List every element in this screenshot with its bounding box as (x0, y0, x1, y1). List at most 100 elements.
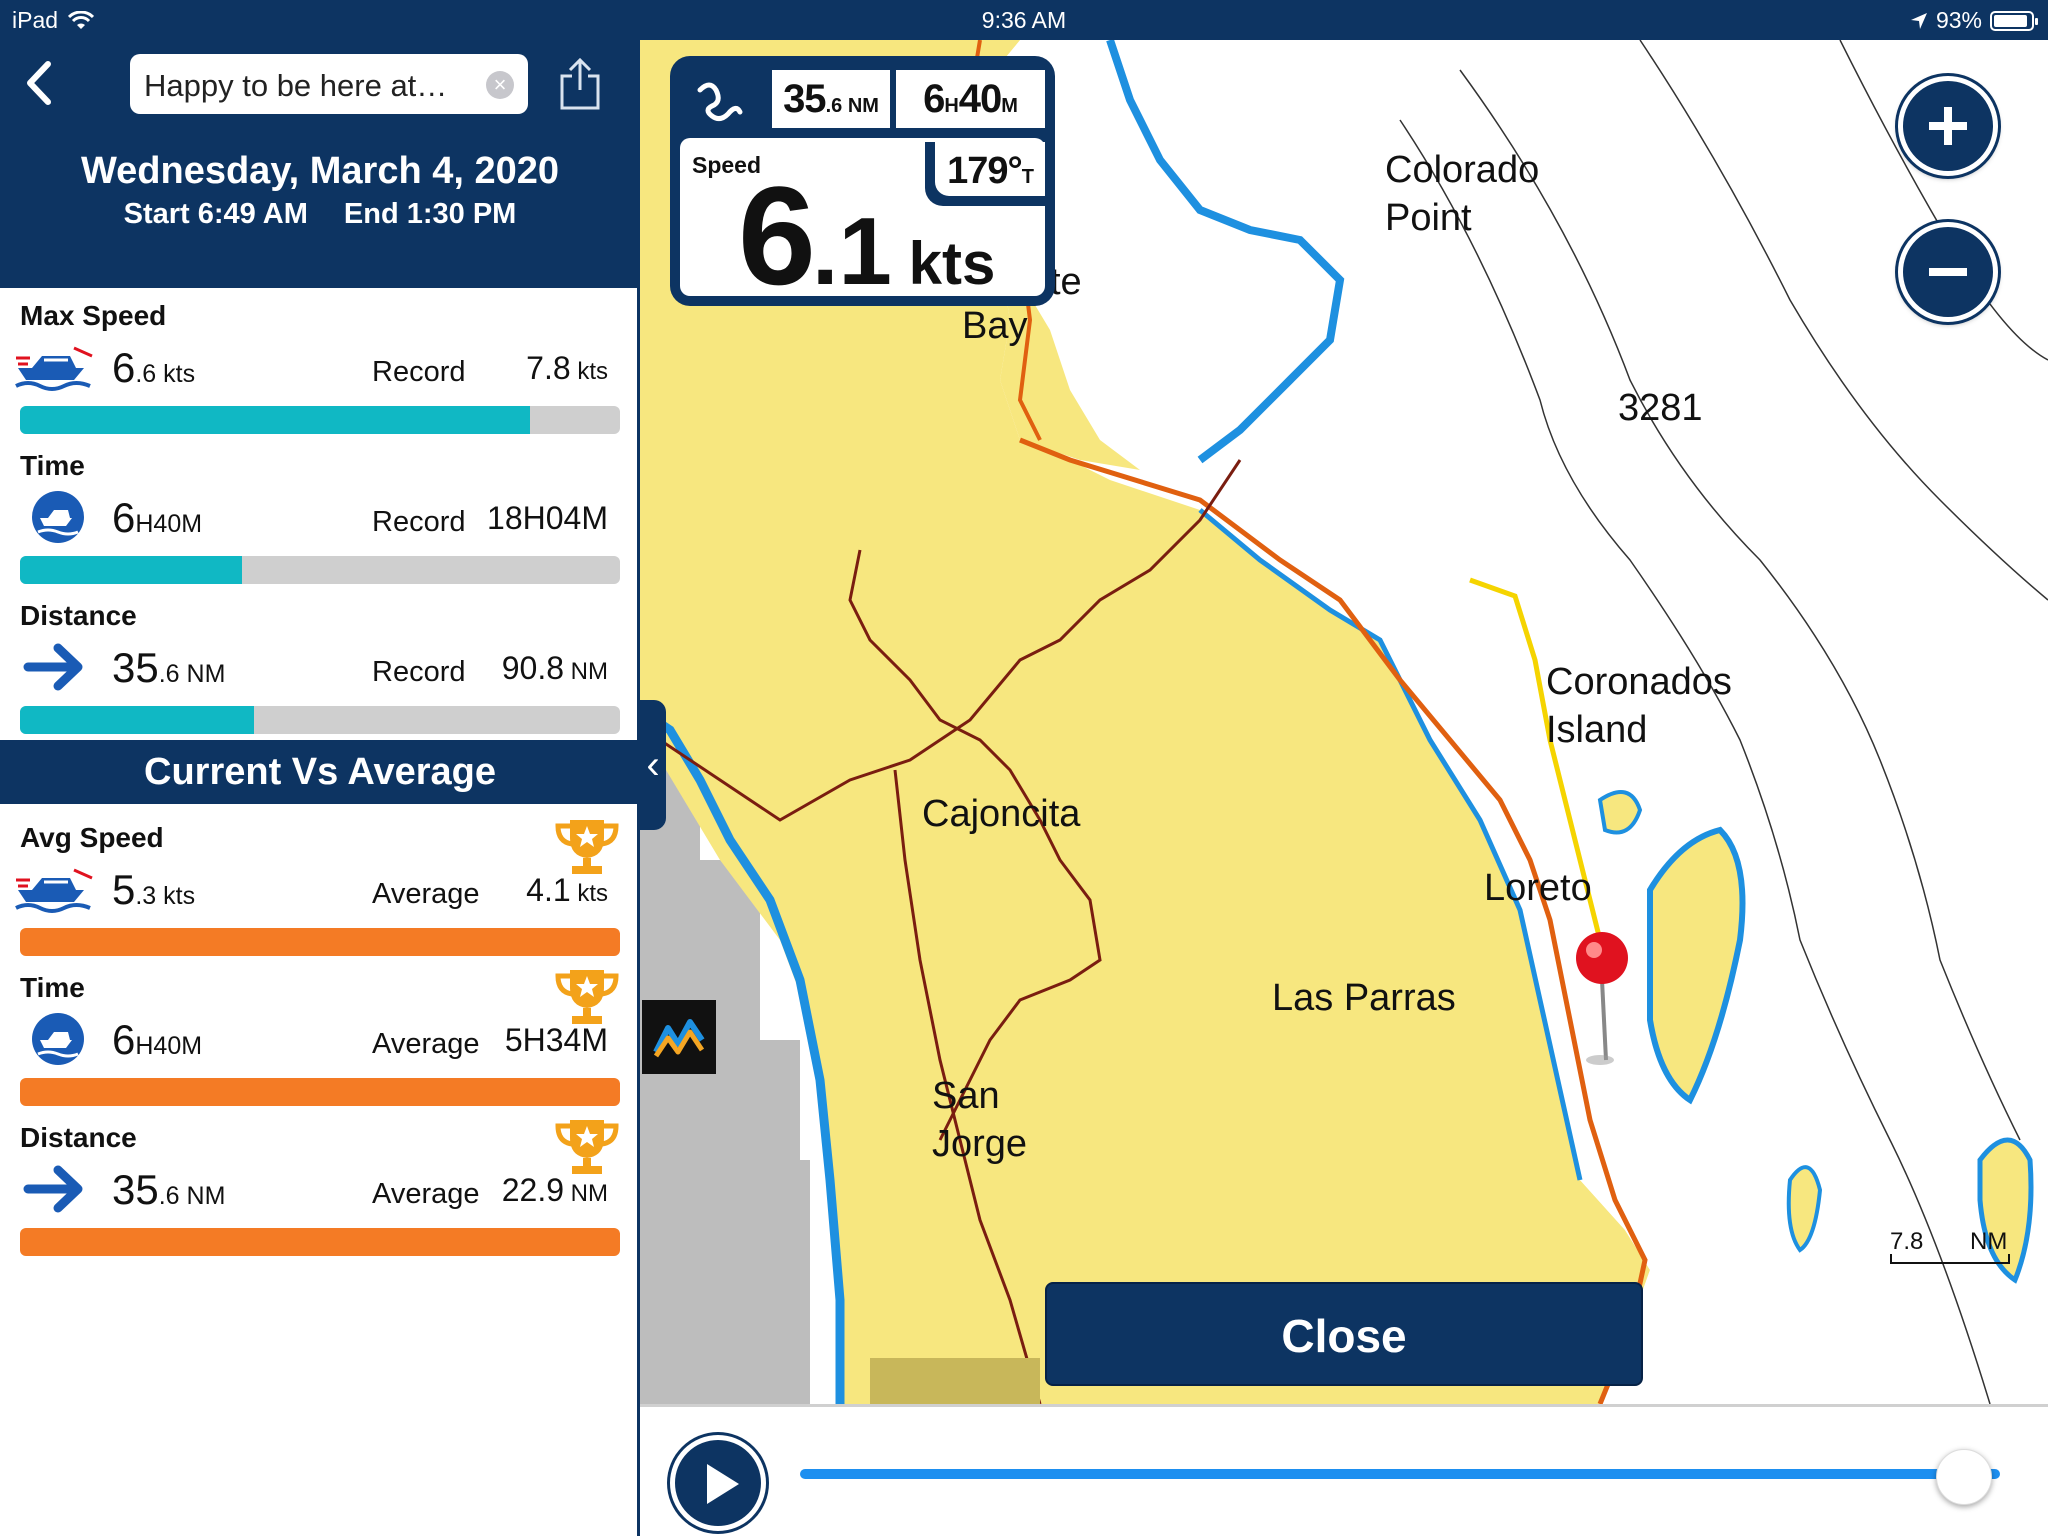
close-button[interactable]: Close (1045, 1282, 1643, 1386)
play-icon (707, 1464, 739, 1504)
stat-stats-1: Time 6H40M Record 18H04M (0, 438, 640, 588)
compare-value: 5H34M (504, 1022, 608, 1058)
playback-slider-thumb[interactable] (1936, 1449, 1992, 1505)
progress-bar (20, 928, 620, 956)
compare-label: Average (372, 1028, 480, 1060)
stat-stats-2: Distance 35.6 NM Record 90.8 NM (0, 588, 640, 738)
clock: 9:36 AM (981, 7, 1067, 33)
boat-speed-icon (14, 338, 98, 396)
stat-avg_stats-1: Time 6H40M Average 5H34M (0, 960, 640, 1110)
battery-icon (1990, 10, 2038, 31)
stat-label: Max Speed (20, 300, 167, 331)
compare-label: Record (372, 506, 466, 538)
minus-icon (1929, 268, 1967, 276)
stat-label: Time (20, 972, 85, 1003)
progress-bar (20, 1228, 620, 1256)
compare-value: 18H04M (487, 500, 608, 536)
stat-value: 5.3 kts (112, 866, 196, 913)
speed-box-distance: 35.6 NM (772, 70, 890, 128)
stat-label: Time (20, 450, 85, 481)
map-canvas (640, 40, 2048, 1404)
progress-bar (20, 1078, 620, 1106)
stat-label: Distance (20, 600, 137, 631)
stat-stats-0: Max Speed 6.6 kts Record 7.8 kts (0, 288, 640, 438)
progress-bar (20, 706, 620, 734)
stat-label: Avg Speed (20, 822, 164, 853)
trip-end-time: End 1:30 PM (343, 198, 517, 230)
trip-start-time: Start 6:49 AM (123, 198, 308, 230)
progress-bar (20, 556, 620, 584)
clear-icon[interactable]: × (486, 71, 514, 99)
stat-value: 35.6 NM (112, 644, 226, 691)
stat-avg_stats-2: Distance 35.6 NM Average 22.9 NM (0, 1110, 640, 1260)
trophy-icon (552, 966, 622, 1028)
scale-unit: NM (1970, 1228, 2008, 1255)
map-label-cajoncita: Cajoncita (922, 793, 1081, 835)
trip-track-icon (697, 82, 743, 122)
boat-clock-icon (14, 1010, 98, 1068)
map-label-point: Point (1385, 197, 1472, 239)
speed-info-box: 35.6 NM 6H40M Speed 179°T 6.1 kts (670, 56, 1055, 306)
speed-label: Speed (692, 152, 762, 178)
map-label-las-parras: Las Parras (1272, 977, 1456, 1019)
trophy-icon (552, 816, 622, 878)
heading-readout: 179°T (925, 142, 1045, 206)
back-chevron-icon[interactable] (20, 58, 60, 108)
trip-summary-panel: Happy to be here at… × Wednesday, March … (0, 40, 640, 1536)
trip-title-field[interactable]: Happy to be here at… × (130, 54, 528, 114)
share-icon[interactable] (556, 56, 604, 112)
stat-value: 6.6 kts (112, 344, 196, 391)
section-title: Current Vs Average (0, 740, 640, 804)
stat-value: 6H40M (112, 1016, 203, 1063)
status-bar: iPad 9:36 AM 93% (0, 0, 2048, 40)
compare-value: 7.8 kts (526, 350, 608, 386)
map-label-san: San (932, 1075, 1000, 1117)
trip-date-block: Wednesday, March 4, 2020 Start 6:49 AM E… (0, 128, 640, 288)
boat-clock-icon (14, 488, 98, 546)
stat-avg_stats-0: Avg Speed 5.3 kts Average 4.1 kts (0, 810, 640, 960)
trip-date: Wednesday, March 4, 2020 (80, 150, 560, 192)
map-label-depth: 3281 (1618, 387, 1703, 429)
wifi-icon (68, 10, 95, 29)
playback-slider-track[interactable] (800, 1469, 2000, 1479)
trip-title-value: Happy to be here at… (144, 68, 448, 103)
map-label-jorge: Jorge (932, 1123, 1028, 1165)
compare-label: Record (372, 356, 466, 388)
map-label-loreto: Loreto (1484, 867, 1592, 909)
nav-bar: Happy to be here at… × (0, 40, 640, 128)
battery-percent: 93% (1935, 7, 1982, 33)
map-label-island: Island (1546, 709, 1648, 751)
drawer-tab[interactable]: ‹ (640, 700, 666, 830)
play-button[interactable] (670, 1435, 766, 1531)
zoom-in-button[interactable] (1898, 76, 1998, 176)
chart-map[interactable]: Colorado Point te Bay 3281 Coronados Isl… (640, 40, 2048, 1404)
trophy-icon (552, 1116, 622, 1178)
speed-box-time: 6H40M (896, 70, 1045, 128)
map-scale: 7.8 NM (1890, 1228, 2010, 1264)
stat-value: 6H40M (112, 494, 203, 541)
compare-value: 90.8 NM (501, 650, 608, 686)
arrow-right-icon (14, 1160, 98, 1218)
chart-graph-icon[interactable] (642, 1000, 716, 1074)
compare-label: Average (372, 878, 480, 910)
scale-value: 7.8 (1890, 1228, 1924, 1255)
arrow-right-icon (14, 638, 98, 696)
compare-value: 4.1 kts (526, 872, 608, 908)
map-label-coronados: Coronados (1546, 661, 1732, 703)
playback-bar (640, 1404, 2048, 1536)
zoom-out-button[interactable] (1898, 222, 1998, 322)
map-label-bay-fragment: te (1050, 261, 1082, 303)
current-speed: 6.1 kts (738, 157, 996, 314)
location-arrow-icon (1910, 12, 1927, 29)
stat-label: Distance (20, 1122, 137, 1153)
map-label-colorado: Colorado (1385, 149, 1540, 191)
stat-value: 35.6 NM (112, 1166, 226, 1213)
boat-speed-icon (14, 860, 98, 918)
compare-label: Average (372, 1178, 480, 1210)
device-label: iPad (12, 7, 59, 33)
plus-icon (1929, 107, 1967, 145)
compare-label: Record (372, 656, 466, 688)
map-label-bay: Bay (962, 305, 1028, 347)
compare-value: 22.9 NM (501, 1172, 608, 1208)
progress-bar (20, 406, 620, 434)
